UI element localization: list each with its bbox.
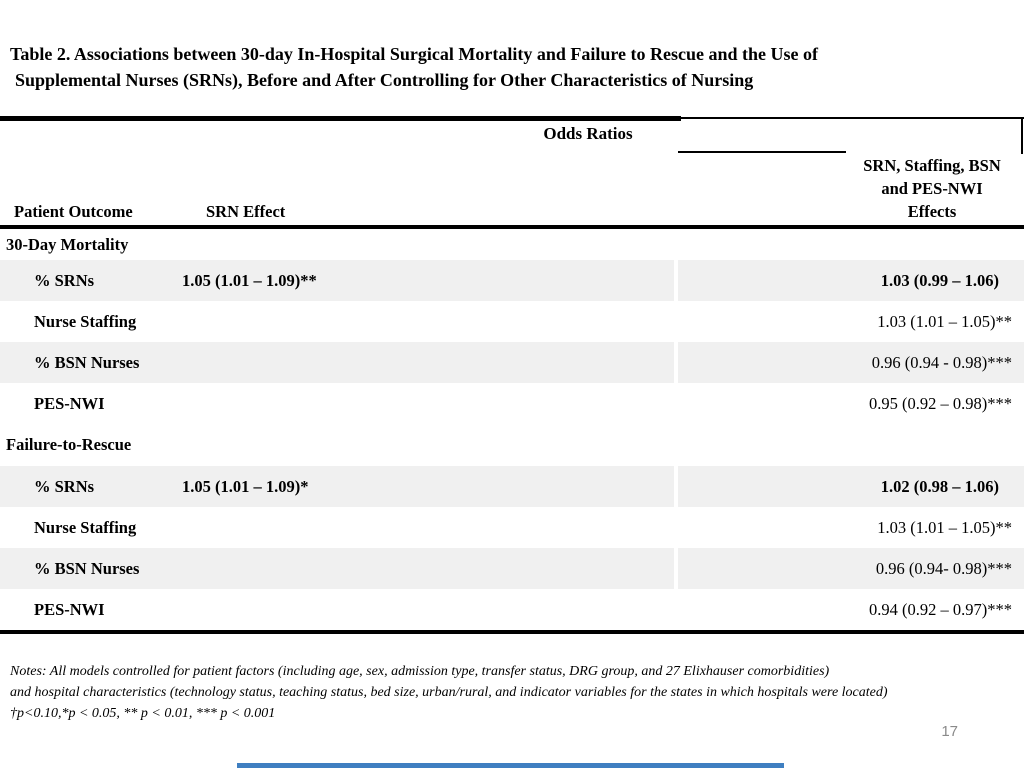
combined-effect-value: 1.03 (0.99 – 1.06) <box>880 270 999 290</box>
row-label: % SRNs <box>34 270 95 290</box>
table-row: % SRNs 1.05 (1.01 – 1.09)** 1.03 (0.99 – 1… <box>0 260 1024 301</box>
header-bottom-rule <box>0 225 1024 229</box>
table-row: % BSN Nurses 0.96 (0.94 - 0.98)*** <box>0 342 1024 383</box>
table-row: Nurse Staffing 1.03 (1.01 – 1.05)** <box>0 507 1024 548</box>
section-row: 30-Day Mortality <box>0 229 1024 260</box>
column-header-combined-line2: and PES-NWI <box>881 179 983 198</box>
combined-effect-value: 0.94 (0.92 – 0.97)*** <box>869 599 1012 619</box>
row-shading <box>0 548 674 589</box>
column-header-patient-outcome: Patient Outcome <box>14 202 133 221</box>
page-number: 17 <box>941 723 958 740</box>
srn-effect-value: 1.05 (1.01 – 1.09)** <box>182 270 317 290</box>
row-label: 30-Day Mortality <box>6 234 129 254</box>
row-label: PES-NWI <box>34 393 105 413</box>
row-shading <box>0 260 674 301</box>
table-title-line1: Table 2. Associations between 30-day In-… <box>10 44 819 64</box>
odds-ratios-spanner: Odds Ratios <box>543 124 633 143</box>
combined-effect-value: 1.02 (0.98 – 1.06) <box>880 476 999 496</box>
combined-effect-value: 0.95 (0.92 – 0.98)*** <box>869 393 1012 413</box>
notes-line2: and hospital characteristics (technology… <box>10 685 888 700</box>
table-row: % BSN Nurses 0.96 (0.94- 0.98)*** <box>0 548 1024 589</box>
table-title: Table 2. Associations between 30-day In-… <box>10 41 818 93</box>
row-label: PES-NWI <box>34 599 105 619</box>
row-shading <box>0 466 674 507</box>
row-label: % SRNs <box>34 476 95 496</box>
notes-line1: Notes: All models controlled for patient… <box>10 664 830 679</box>
row-label: % BSN Nurses <box>34 352 140 372</box>
header-box-right-border <box>1021 117 1023 154</box>
combined-effect-value: 1.03 (1.01 – 1.05)** <box>877 311 1012 331</box>
row-shading <box>678 260 1024 301</box>
table-title-line2: Supplemental Nurses (SRNs), Before and A… <box>15 70 754 90</box>
row-shading <box>678 466 1024 507</box>
spanner-underline <box>678 151 846 153</box>
column-header-combined-line3: Effects <box>907 202 957 221</box>
table-bottom-rule <box>0 630 1024 634</box>
table-row: Nurse Staffing 1.03 (1.01 – 1.05)** <box>0 301 1024 342</box>
table-row: % SRNs 1.05 (1.01 – 1.09)* 1.02 (0.98 – 1.… <box>0 466 1024 507</box>
column-header-combined-effects: SRN, Staffing, BSN and PES-NWI Effects <box>832 154 1024 223</box>
table-row: PES-NWI 0.95 (0.92 – 0.98)*** <box>0 383 1024 424</box>
row-label: Failure-to-Rescue <box>6 435 132 454</box>
table-top-rule <box>0 116 681 121</box>
combined-effect-value: 0.96 (0.94- 0.98)*** <box>875 558 1012 578</box>
section-row: Failure-to-Rescue <box>0 424 1024 466</box>
table-notes: Notes: All models controlled for patient… <box>10 661 888 724</box>
combined-effect-value: 1.03 (1.01 – 1.05)** <box>877 517 1012 537</box>
row-shading <box>0 342 674 383</box>
srn-effect-value: 1.05 (1.01 – 1.09)* <box>182 476 309 496</box>
combined-effect-value: 0.96 (0.94 - 0.98)*** <box>871 352 1012 372</box>
table-body: 30-Day Mortality % SRNs 1.05 (1.01 – 1.09)… <box>0 229 1024 630</box>
column-header-combined-line1: SRN, Staffing, BSN <box>863 156 1001 175</box>
row-shading <box>678 342 1024 383</box>
row-label: % BSN Nurses <box>34 558 140 578</box>
header-box-top-border <box>681 117 1024 119</box>
bottom-accent-bar <box>237 763 784 768</box>
column-header-srn-effect: SRN Effect <box>206 202 286 221</box>
row-label: Nurse Staffing <box>34 517 137 537</box>
row-label: Nurse Staffing <box>34 311 137 331</box>
table-row: PES-NWI 0.94 (0.92 – 0.97)*** <box>0 589 1024 630</box>
notes-line3: †p<0.10,*p < 0.05, ** p < 0.01, *** p < … <box>10 706 276 721</box>
row-shading <box>678 548 1024 589</box>
